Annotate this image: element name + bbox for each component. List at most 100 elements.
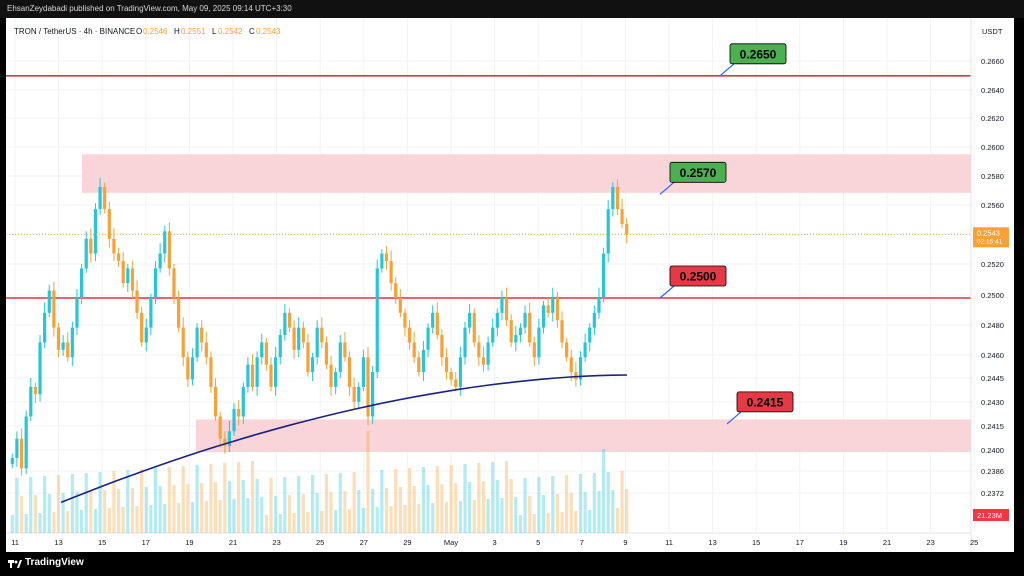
volume-bar: [541, 495, 546, 533]
volume-bar: [121, 507, 125, 533]
volume-bar: [329, 492, 333, 533]
candle-body: [620, 209, 624, 224]
volume-bar: [163, 504, 167, 533]
volume-bar: [504, 461, 509, 533]
candle-body: [38, 342, 42, 395]
candle-body: [56, 327, 61, 350]
volume-bar: [195, 465, 199, 533]
candle-body: [444, 357, 449, 373]
volume-bar: [149, 505, 153, 533]
volume-bar: [495, 480, 499, 533]
candle-body: [52, 290, 56, 328]
time-tick-label: 21: [883, 538, 891, 547]
candle-body: [347, 357, 352, 387]
volume-bar: [458, 501, 462, 533]
callout-pointer: [726, 411, 742, 425]
volume-bar: [204, 501, 208, 533]
time-tick-label: 23: [272, 538, 280, 547]
candle-body: [500, 298, 504, 313]
candle-body: [292, 327, 296, 350]
close-value: 0.2543: [256, 27, 281, 36]
candle-body: [200, 327, 204, 343]
candle-body: [389, 260, 393, 284]
volume-bar: [130, 488, 135, 533]
candle-body: [70, 327, 74, 358]
time-tick-label: 17: [142, 538, 150, 547]
time-tick-label: 11: [11, 538, 19, 547]
last-price-value: 0.2543: [977, 228, 1000, 237]
volume-bar: [246, 498, 250, 533]
callout-label: 0.2415: [747, 395, 784, 409]
brand-name: TradingView: [25, 557, 84, 568]
time-tick-label: 5: [536, 538, 540, 547]
volume-bar: [615, 508, 620, 533]
volume-bar: [320, 511, 324, 533]
volume-bar: [588, 510, 592, 533]
candle-body: [126, 268, 130, 284]
candle-body: [153, 268, 158, 298]
volume-bar: [186, 484, 190, 533]
volume-bar: [380, 470, 384, 533]
volume-bar: [523, 478, 527, 533]
volume-bar: [454, 483, 458, 533]
candle-body: [578, 357, 583, 380]
volume-bar: [140, 469, 144, 533]
volume-bar: [532, 514, 536, 533]
candle-body: [606, 209, 610, 254]
volume-bar: [158, 486, 162, 533]
candle-body: [454, 379, 458, 387]
volume-bar: [297, 476, 301, 533]
volume-bar: [116, 489, 121, 533]
candle-body: [528, 312, 532, 343]
volume-bar: [310, 475, 315, 533]
callout-label: 0.2500: [680, 270, 717, 284]
volume-bar: [518, 515, 523, 533]
open-value: 0.2546: [143, 27, 168, 36]
volume-bar: [403, 505, 407, 533]
volume-bar: [491, 462, 495, 533]
volume-bar: [80, 510, 84, 533]
volume-bar: [357, 490, 361, 533]
volume-bar: [126, 470, 130, 533]
callout-label: 0.2650: [740, 47, 777, 61]
candle-body: [140, 312, 144, 343]
volume-bar: [283, 477, 287, 533]
time-tick-label: 19: [839, 538, 847, 547]
volume-bar: [431, 503, 435, 533]
callout-pointer: [659, 285, 675, 299]
candle-body: [103, 186, 107, 210]
candle-body: [458, 357, 462, 387]
volume-bar: [167, 467, 171, 533]
volume-bar: [301, 494, 305, 533]
candle-body: [592, 312, 596, 328]
price-chart[interactable]: 0.2650 0.2570 0.2500 0.2415 TRON / TetherUS…: [6, 18, 1014, 552]
candle-body: [223, 438, 227, 447]
volume-bar: [468, 482, 472, 533]
volume-bar: [569, 493, 573, 533]
candle-body: [611, 186, 615, 210]
volume-bar: [98, 472, 102, 533]
volume-bar: [47, 494, 51, 533]
candle-body: [283, 312, 287, 336]
volume-bar: [421, 467, 426, 533]
volume-bar: [343, 491, 347, 533]
volume-bar: [560, 512, 564, 533]
candle-body: [107, 209, 111, 239]
candle-body: [504, 298, 509, 321]
high-value: 0.2551: [181, 27, 206, 36]
time-axis[interactable]: 11 13 15 17 19 21 23 25 27 29 May 3 5 7 9 11 13 15 17 19 21 2…: [11, 538, 978, 547]
time-tick-label: May: [444, 538, 458, 547]
price-axis[interactable]: 0.2660 0.2640 0.2620 0.2600 0.2580 0.2560 0.25…: [981, 57, 1004, 498]
volume-bar: [384, 488, 389, 533]
volume-bar: [218, 500, 222, 533]
time-tick-label: 13: [708, 538, 716, 547]
volume-bar: [578, 474, 583, 533]
volume-bar: [361, 508, 365, 533]
volume-bar: [177, 503, 181, 533]
candle-body: [338, 342, 342, 373]
callout-box: [669, 161, 727, 183]
candle-body: [560, 320, 564, 343]
time-tick-label: 25: [970, 538, 978, 547]
time-tick-label: 7: [580, 538, 584, 547]
close-label: C: [249, 27, 255, 36]
